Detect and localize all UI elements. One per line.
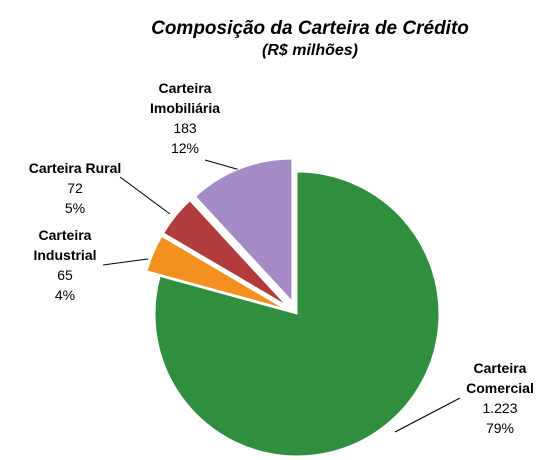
percentage-label: 79% bbox=[485, 420, 515, 436]
leader-line bbox=[119, 176, 171, 215]
slice-label: Carteira Imobiliária 183 12% bbox=[135, 78, 235, 158]
slice-label: Carteira Comercial 1.223 79% bbox=[455, 358, 543, 438]
value-label: 72 bbox=[67, 180, 83, 196]
pie-slice bbox=[194, 158, 293, 303]
pie-slice bbox=[146, 235, 285, 310]
leader-line bbox=[102, 258, 149, 266]
value-label: 65 bbox=[57, 267, 73, 283]
percentage-label: 12% bbox=[170, 140, 200, 156]
category-label: Carteira Rural bbox=[28, 160, 122, 176]
category-label: Carteira Industrial bbox=[33, 227, 97, 263]
leader-line bbox=[394, 397, 461, 433]
slice-label: Carteira Rural 72 5% bbox=[5, 158, 145, 218]
value-label: 1.223 bbox=[482, 400, 518, 416]
percentage-label: 4% bbox=[54, 287, 76, 303]
leader-line bbox=[204, 159, 241, 171]
pie-slice bbox=[154, 171, 440, 457]
chart-title: Composição da Carteira de Crédito bbox=[151, 18, 469, 39]
category-label: Carteira Comercial bbox=[466, 360, 534, 396]
percentage-label: 5% bbox=[64, 200, 86, 216]
value-label: 183 bbox=[173, 120, 197, 136]
category-label: Carteira Imobiliária bbox=[149, 80, 221, 116]
slice-label: Carteira Industrial 65 4% bbox=[20, 225, 110, 305]
pie-slice bbox=[163, 200, 287, 306]
chart-subtitle: (R$ milhões) bbox=[261, 42, 358, 59]
